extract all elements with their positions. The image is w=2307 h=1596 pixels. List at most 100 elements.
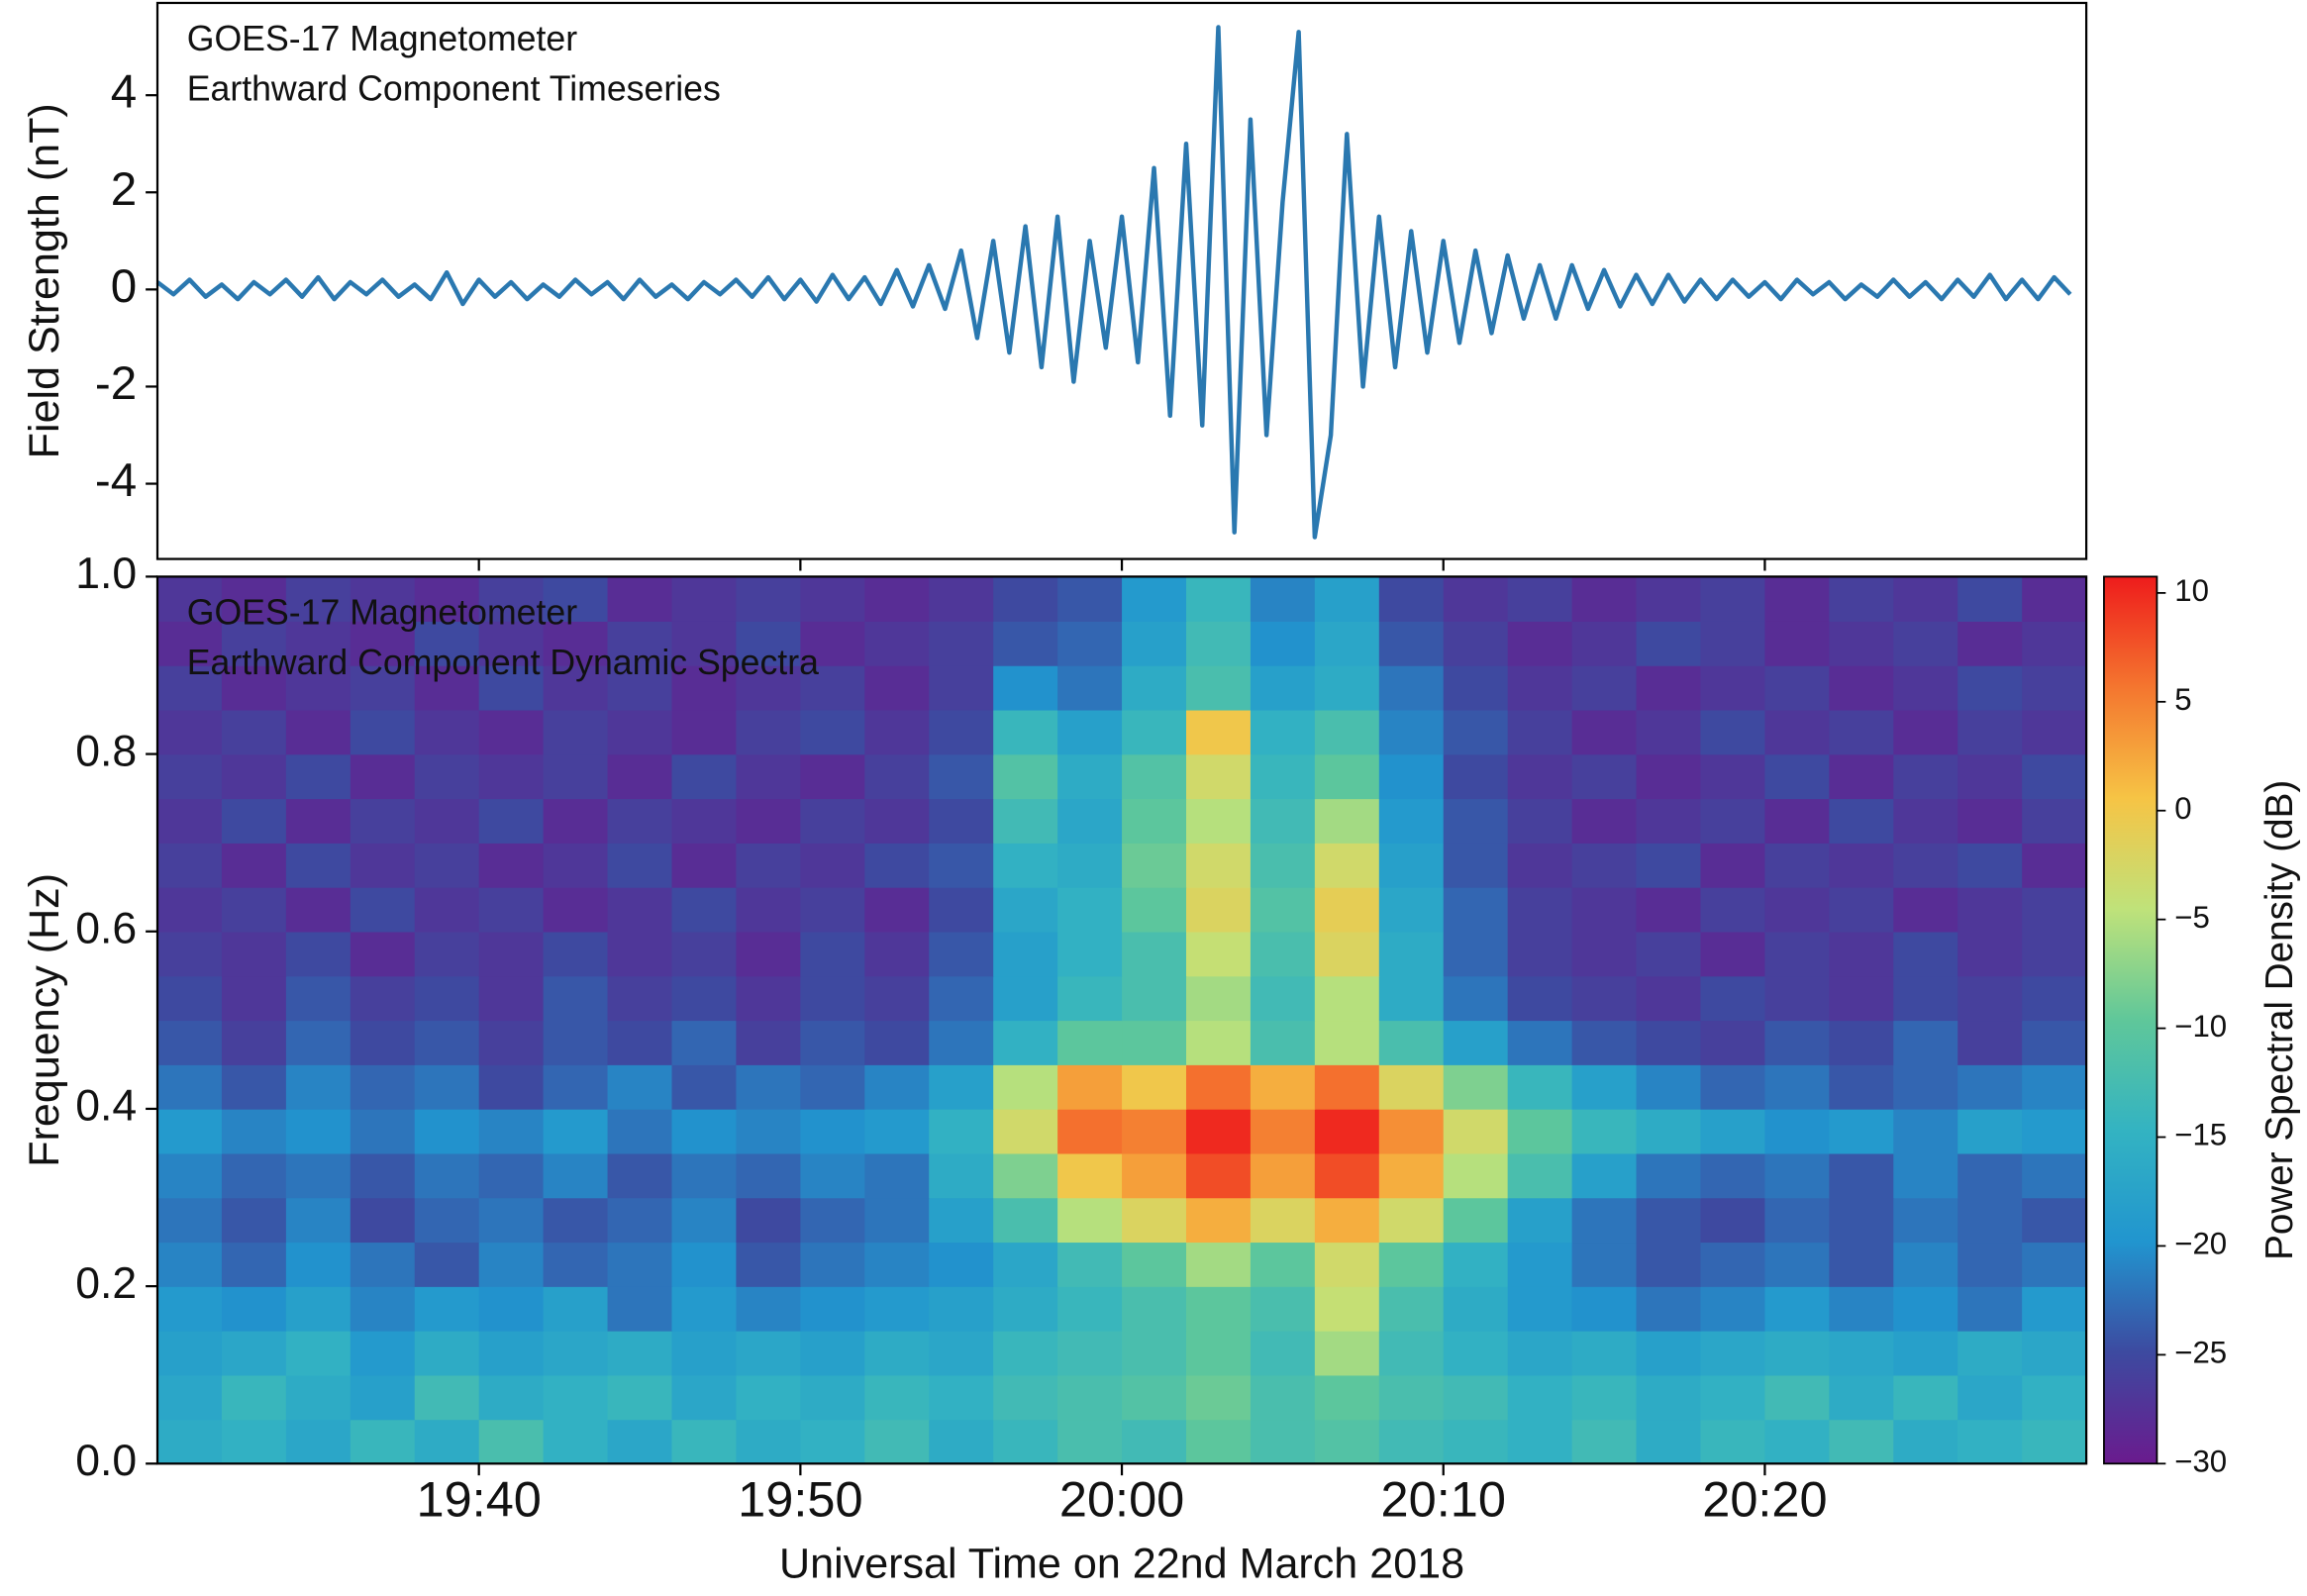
spectra-cell (285, 1197, 351, 1244)
spectra-cell (1764, 1020, 1831, 1065)
spectra-cell (1250, 843, 1316, 888)
spectra-cell (1636, 576, 1702, 622)
spectra-cell (1122, 975, 1187, 1022)
spectra-cell (1185, 1020, 1252, 1065)
spectra-cell (993, 1374, 1058, 1421)
spectra-cell (2022, 1286, 2087, 1332)
spectra-cell (478, 975, 545, 1022)
spectra-cell (1507, 1197, 1573, 1244)
spectra-cell (1378, 664, 1445, 711)
spectra-cell (1571, 753, 1638, 800)
spectra-cell (864, 664, 930, 711)
spectra-cell (864, 1374, 930, 1421)
spectra-cell (156, 886, 223, 933)
spectra-cell (1057, 886, 1123, 933)
spectra-cell (1185, 576, 1252, 622)
spectra-cell (1443, 1020, 1509, 1065)
spectra-cell (478, 1108, 545, 1154)
spectra-cell (1057, 1330, 1123, 1376)
spectra-cell (1314, 621, 1380, 666)
spectra-cell (1250, 1242, 1316, 1287)
spectra-cell (1314, 1330, 1380, 1376)
spectra-cell (1507, 753, 1573, 800)
spectra-cell (1185, 975, 1252, 1022)
spectra-cell (1764, 1242, 1831, 1287)
spectra-cell (929, 975, 994, 1022)
spectra-cell (1378, 975, 1445, 1022)
spectra-cell (1443, 1374, 1509, 1421)
spectra-cell (929, 709, 994, 755)
spectra-cell (1443, 753, 1509, 800)
spectra-cell (1893, 576, 1958, 622)
spectra-cell (1636, 1374, 1702, 1421)
spectra-cell (1764, 931, 1831, 977)
spectra-cell (1700, 1419, 1766, 1465)
spectra-cell (1185, 709, 1252, 755)
spectra-cell (1185, 753, 1252, 800)
spectra-cell (1443, 1152, 1509, 1199)
spectra-cell (1250, 1419, 1316, 1465)
spectra-cell (1378, 621, 1445, 666)
spectra-cell (221, 843, 287, 888)
spectra-cell (1829, 975, 1895, 1022)
spectra-cell (993, 1020, 1058, 1065)
spectra-cell (1764, 1286, 1831, 1332)
spectra-cell (1378, 1020, 1445, 1065)
spectra-cell (1057, 1419, 1123, 1465)
spectra-cell (543, 843, 609, 888)
spectra-cell (800, 1108, 866, 1154)
spectra-cell (350, 1152, 416, 1199)
spectra-cell (1314, 576, 1380, 622)
spectra-cell (1185, 1242, 1252, 1287)
colorbar-label: Power Spectral Density (dB) (2258, 780, 2301, 1260)
spectra-cell (414, 1242, 480, 1287)
spectra-cell (478, 843, 545, 888)
spectra-cell (1700, 1108, 1766, 1154)
spectra-cell (1700, 975, 1766, 1022)
spectra-cell (736, 1152, 802, 1199)
spectra-cell (2022, 798, 2087, 844)
spectra-cell (1314, 843, 1380, 888)
y-tick-label: 1.0 (75, 549, 137, 598)
spectra-cell (1700, 886, 1766, 933)
spectra-cell (478, 1374, 545, 1421)
spectra-cell (800, 798, 866, 844)
spectra-cell (1122, 621, 1187, 666)
spectra-cell (1057, 1242, 1123, 1287)
spectra-cell (1185, 621, 1252, 666)
spectra-cell (993, 753, 1058, 800)
axes-frame (155, 1, 2088, 560)
spectra-cell (1636, 753, 1702, 800)
spectra-cell (1893, 975, 1958, 1022)
spectra-cell (1507, 1286, 1573, 1332)
spectra-cell (1829, 1064, 1895, 1110)
spectra-cell (1571, 621, 1638, 666)
spectra-cell (285, 1419, 351, 1465)
spectra-cell (414, 1330, 480, 1376)
spectra-cell (671, 1242, 738, 1287)
spectra-cell (543, 798, 609, 844)
spectra-cell (607, 1242, 673, 1287)
spectra-cell (221, 1108, 287, 1154)
spectra-cell (1571, 798, 1638, 844)
spectra-cell (2022, 931, 2087, 977)
spectra-cell (414, 798, 480, 844)
spectra-cell (1829, 1286, 1895, 1332)
spectra-cell (1829, 1152, 1895, 1199)
spectra-cell (543, 621, 609, 666)
spectra-cell (1185, 931, 1252, 977)
spectra-cell (607, 1374, 673, 1421)
spectra-cell (1250, 1286, 1316, 1332)
spectra-cell (1507, 1330, 1573, 1376)
spectra-cell (414, 843, 480, 888)
spectra-cell (1636, 621, 1702, 666)
spectra-cell (1250, 621, 1316, 666)
spectra-cell (1893, 1152, 1958, 1199)
spectra-cell (2022, 1064, 2087, 1110)
spectra-cell (543, 753, 609, 800)
spectra-cell (1185, 798, 1252, 844)
spectra-cell (671, 1330, 738, 1376)
spectra-cell (736, 886, 802, 933)
spectra-cell (736, 931, 802, 977)
spectra-cell (671, 886, 738, 933)
